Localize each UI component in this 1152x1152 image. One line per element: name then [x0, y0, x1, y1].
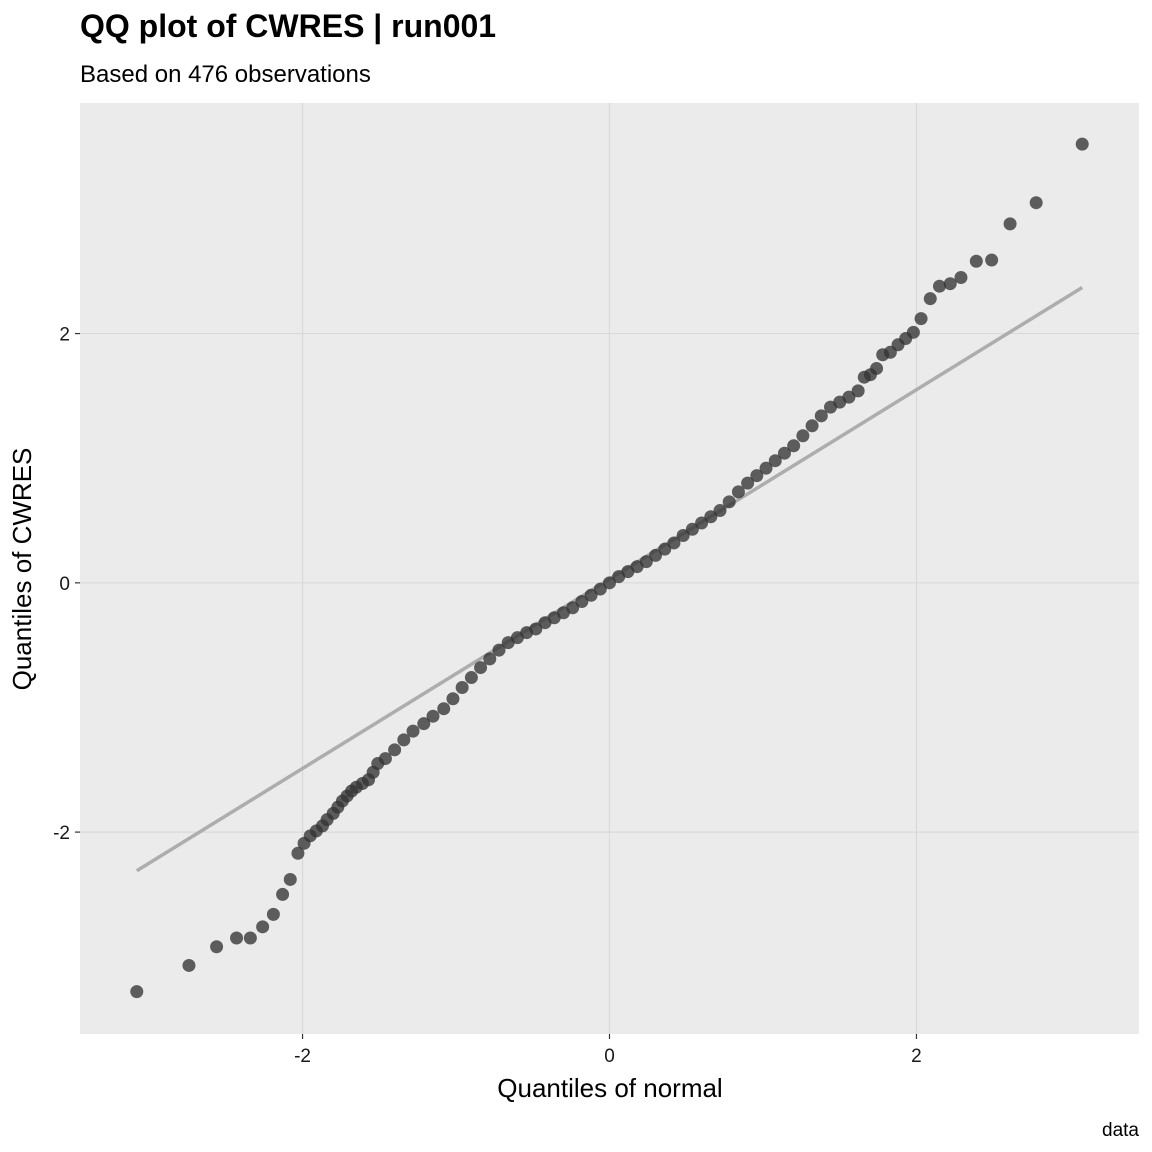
data-point: [243, 931, 257, 945]
data-point: [230, 931, 244, 945]
y-tick-label: -2: [53, 823, 70, 844]
data-point: [943, 277, 957, 291]
data-point: [768, 454, 782, 468]
data-point: [906, 325, 920, 339]
data-point: [685, 522, 699, 536]
data-point: [842, 390, 856, 404]
data-point: [658, 542, 672, 556]
data-point: [704, 510, 718, 524]
data-point: [713, 504, 727, 518]
data-point: [584, 588, 598, 602]
data-point: [388, 743, 402, 757]
chart-title: QQ plot of CWRES | run001: [80, 8, 496, 44]
data-point: [593, 582, 607, 596]
data-point: [805, 419, 819, 433]
data-point: [851, 384, 865, 398]
data-point: [464, 671, 478, 685]
data-point: [969, 254, 983, 268]
data-point: [210, 940, 224, 954]
data-point: [639, 555, 653, 569]
grid-lines: [80, 103, 1139, 1034]
x-axis-title: Quantiles of normal: [497, 1073, 722, 1103]
data-point: [492, 643, 506, 657]
data-point: [932, 279, 946, 293]
data-point: [397, 733, 411, 747]
axis-ticks: -2 0 2 -2 0 2: [53, 325, 922, 1067]
data-point: [256, 920, 270, 934]
y-axis-title: Quantiles of CWRES: [7, 448, 37, 691]
x-tick-label: -2: [294, 1046, 311, 1067]
data-point: [923, 292, 937, 306]
x-tick-label: 0: [604, 1046, 615, 1067]
data-point: [417, 717, 431, 731]
data-point: [283, 872, 297, 886]
data-point: [954, 270, 968, 284]
data-point: [378, 752, 392, 766]
data-point: [759, 461, 773, 475]
data-point: [266, 907, 280, 921]
data-point: [603, 576, 616, 590]
data-point: [130, 985, 144, 999]
data-point: [731, 485, 745, 499]
data-point: [741, 476, 755, 490]
data-point: [985, 253, 999, 267]
data-point: [474, 661, 488, 675]
data-point: [291, 846, 305, 860]
data-point: [676, 528, 690, 542]
data-point: [695, 516, 709, 530]
data-point: [870, 361, 884, 375]
data-point: [406, 724, 420, 738]
data-point: [787, 439, 801, 453]
data-point: [437, 702, 451, 716]
data-point: [796, 429, 810, 443]
y-tick-label: 0: [59, 574, 70, 595]
data-point: [777, 446, 791, 460]
chart-subtitle: Based on 476 observations: [80, 61, 371, 88]
data-point: [276, 887, 290, 901]
data-point: [722, 495, 736, 509]
data-point: [426, 709, 440, 723]
data-point: [566, 601, 580, 615]
data-point: [529, 622, 543, 636]
x-tick-label: 2: [911, 1046, 922, 1067]
data-point: [483, 652, 497, 666]
data-points: [130, 137, 1089, 999]
data-point: [1003, 217, 1017, 231]
data-point: [455, 681, 469, 695]
data-point: [1075, 137, 1089, 151]
data-point: [814, 409, 828, 423]
data-point: [1029, 196, 1043, 210]
data-point: [649, 548, 663, 562]
data-point: [182, 958, 196, 972]
chart-caption: data: [1102, 1120, 1139, 1141]
data-point: [575, 595, 589, 609]
data-point: [914, 312, 928, 326]
data-point: [667, 536, 681, 550]
y-tick-label: 2: [59, 325, 70, 346]
data-point: [446, 692, 460, 706]
data-point: [750, 469, 764, 483]
